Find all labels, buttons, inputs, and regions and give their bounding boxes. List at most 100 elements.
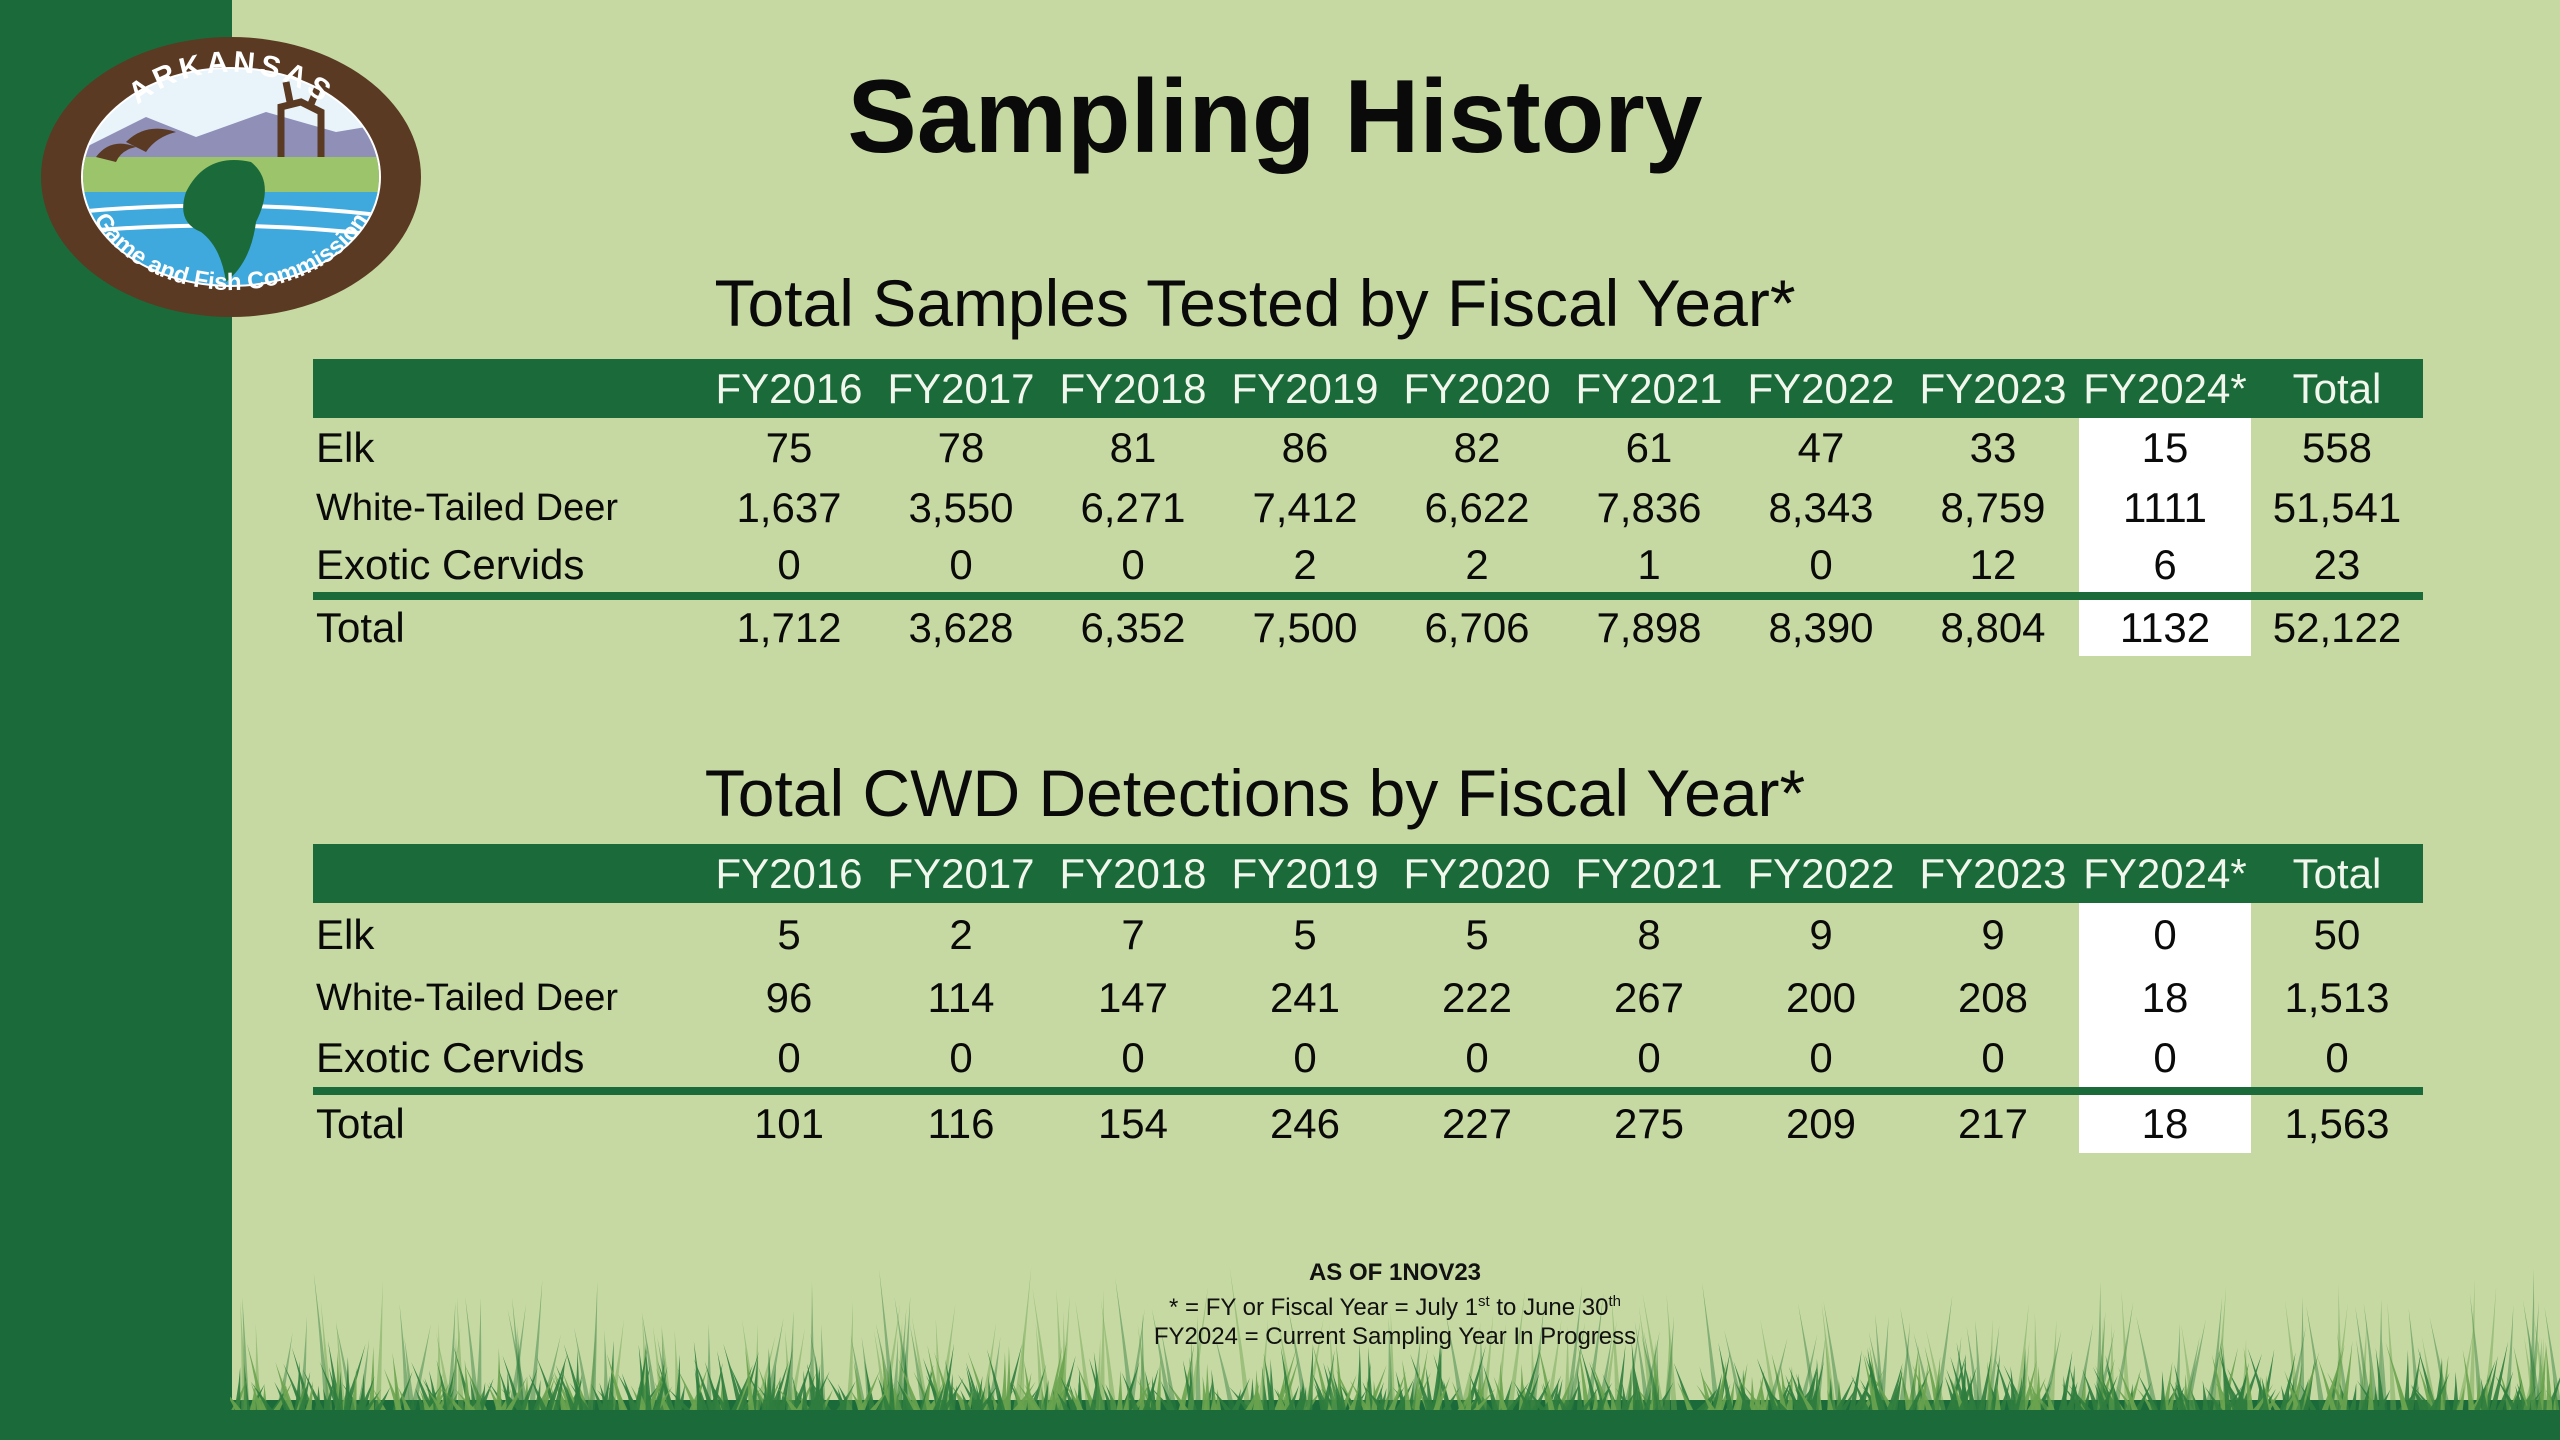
grass-blade	[2367, 1358, 2374, 1410]
grass-blade	[1949, 1336, 1962, 1410]
grass-blade	[1714, 1360, 1727, 1410]
table-cell: 6,622	[1424, 484, 1530, 531]
grass-blade	[2523, 1336, 2538, 1410]
table-cell: 8,343	[1768, 484, 1874, 531]
table-cell: 18	[2079, 1087, 2251, 1153]
table-cell: 6	[2079, 538, 2251, 596]
grass-blade	[574, 1327, 592, 1410]
grass-blade	[1732, 1377, 1742, 1410]
table-cell: 0	[1293, 1034, 1317, 1081]
grass-blade	[586, 1325, 597, 1410]
table-cell: 0	[777, 1034, 801, 1081]
grass-blade	[495, 1347, 502, 1410]
grass-blade	[2020, 1360, 2037, 1410]
grass-blade	[1610, 1389, 1617, 1410]
table-row: White-Tailed Deer 1,637 3,550 6,271 7,412 6,6…	[313, 478, 2423, 538]
grass-blade	[435, 1322, 442, 1410]
grass-blade	[1743, 1384, 1765, 1410]
grass-blade	[1020, 1372, 1032, 1410]
grass-blade	[1123, 1385, 1130, 1410]
table-cell: 0	[1981, 1034, 2005, 1081]
grass-blade	[2358, 1319, 2367, 1410]
grass-blade	[1631, 1340, 1639, 1410]
grass-blade	[704, 1361, 722, 1410]
table-cell: 6,352	[1047, 592, 1219, 656]
grass-blade	[2494, 1375, 2518, 1410]
grass-blade	[1643, 1330, 1660, 1410]
grass-blade	[528, 1374, 548, 1410]
samples-table-title: Total Samples Tested by Fiscal Year*	[714, 266, 1796, 340]
grass-blade	[374, 1281, 383, 1410]
column-header: FY2017	[875, 844, 1047, 903]
grass-blade	[2166, 1384, 2176, 1410]
grass-blade	[517, 1326, 525, 1410]
grass-blade	[2356, 1380, 2380, 1410]
grass-blade	[2105, 1355, 2120, 1410]
grass-blade	[801, 1370, 808, 1410]
table-cell: 8	[1637, 911, 1661, 958]
grass-blade	[2284, 1370, 2301, 1410]
grass-blade	[837, 1383, 854, 1410]
grass-blade	[881, 1346, 891, 1410]
grass-blade	[1011, 1380, 1025, 1410]
grass-blade	[1642, 1293, 1665, 1410]
grass-blade	[1718, 1342, 1734, 1410]
grass-blade	[374, 1387, 391, 1410]
table-cell: 241	[1269, 974, 1341, 1021]
table-cell: 246	[1219, 1087, 1391, 1153]
grass-blade	[1252, 1369, 1259, 1410]
grass-blade	[2178, 1386, 2194, 1410]
table-cell: 116	[875, 1087, 1047, 1153]
grass-blade	[450, 1336, 457, 1410]
grass-blade	[336, 1320, 346, 1410]
table-cell: 267	[1613, 974, 1685, 1021]
grass-blade	[1116, 1370, 1123, 1410]
grass-blade	[1994, 1358, 2015, 1410]
grass-blade	[1766, 1388, 1788, 1410]
grass-blade	[750, 1353, 759, 1410]
grass-blade	[1411, 1362, 1420, 1410]
table-row: Elk 75 78 81 86 82 61 47 33 15 558	[313, 418, 2423, 478]
grass-blade	[927, 1344, 943, 1410]
table-cell: 2	[949, 911, 973, 958]
grass-blade	[1733, 1361, 1752, 1410]
grass-blade	[1815, 1373, 1822, 1410]
grass-blade	[1160, 1380, 1175, 1410]
table-row: Exotic Cervids 0 0 0 0 0 0 0 0 0 0	[313, 1029, 2423, 1091]
grass-blade	[425, 1387, 445, 1410]
table-cell: 50	[2313, 911, 2361, 958]
grass-blade	[2173, 1323, 2180, 1410]
table-cell: 12	[1969, 541, 2017, 588]
grass-blade	[1408, 1330, 1422, 1410]
grass-blade	[1402, 1359, 1412, 1410]
column-header: FY2019	[1219, 844, 1391, 903]
grass-blade	[1257, 1389, 1264, 1410]
table-cell: 1,563	[2251, 1087, 2423, 1153]
grass-blade	[446, 1301, 456, 1410]
grass-blade	[742, 1319, 757, 1410]
grass-blade	[1210, 1387, 1217, 1410]
grass-blade	[1798, 1303, 1819, 1410]
grass-blade	[2403, 1349, 2410, 1410]
table-cell: 52,122	[2251, 592, 2423, 656]
grass-blade	[899, 1295, 911, 1410]
grass-blade	[1060, 1311, 1067, 1410]
grass-blade	[1121, 1372, 1140, 1410]
grass-blade	[1058, 1294, 1070, 1410]
grass-blade	[1055, 1389, 1070, 1410]
grass-blade	[1436, 1342, 1443, 1410]
grass-blade	[419, 1389, 431, 1410]
grass-blade	[1863, 1353, 1879, 1410]
grass-blade	[1299, 1386, 1307, 1410]
grass-blade	[1493, 1376, 1508, 1410]
grass-blade	[600, 1375, 611, 1410]
grass-blade	[1115, 1278, 1135, 1410]
grass-blade	[1321, 1350, 1335, 1410]
grass-blade	[1966, 1326, 1982, 1410]
grass-blade	[2418, 1365, 2435, 1410]
grass-blade	[933, 1351, 954, 1410]
grass-blade	[1663, 1316, 1674, 1410]
grass-blade	[507, 1309, 530, 1410]
table-cell: 61	[1625, 424, 1673, 471]
grass-blade	[1188, 1335, 1195, 1410]
